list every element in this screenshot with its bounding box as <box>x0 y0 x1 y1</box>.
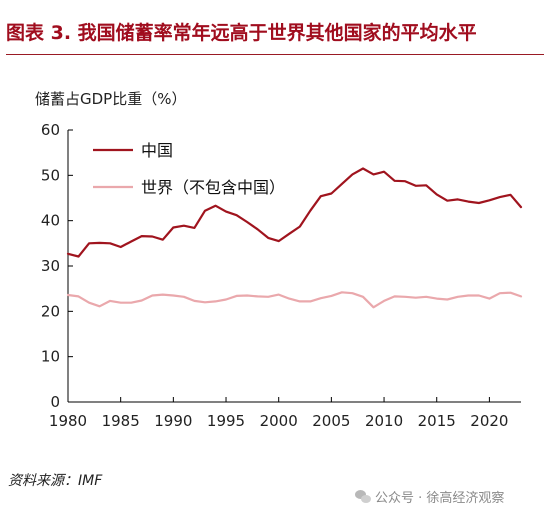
x-tick-label: 2010 <box>365 412 403 430</box>
source-note: 资料来源：IMF <box>8 473 103 489</box>
series-line-china <box>66 167 523 258</box>
legend-label: 世界（不包含中国） <box>141 178 285 197</box>
title-divider <box>6 54 544 55</box>
y-tick-label: 10 <box>41 348 60 366</box>
y-tick-label: 40 <box>41 212 60 230</box>
y-axis-title: 储蓄占GDP比重（%） <box>35 90 187 108</box>
x-tick-label: 2015 <box>418 412 456 430</box>
y-tick-label: 30 <box>41 257 60 275</box>
watermark-text: 公众号 · 徐高经济观察 <box>375 491 505 506</box>
y-tick-label: 60 <box>41 121 60 139</box>
x-tick-label: 1985 <box>102 412 140 430</box>
x-tick-label: 2020 <box>470 412 508 430</box>
series-line-world <box>66 291 523 309</box>
y-tick-label: 20 <box>41 302 60 320</box>
y-tick-label: 0 <box>50 393 60 411</box>
y-tick-label: 50 <box>41 166 60 184</box>
legend-label: 中国 <box>141 141 173 160</box>
wechat-icon <box>355 489 371 504</box>
x-tick-label: 1990 <box>154 412 192 430</box>
x-tick-label: 1995 <box>207 412 245 430</box>
x-tick-label: 1980 <box>49 412 87 430</box>
x-tick-label: 2005 <box>312 412 350 430</box>
watermark: 公众号 · 徐高经济观察 <box>355 487 504 506</box>
figure-title: 图表 3. 我国储蓄率常年远高于世界其他国家的平均水平 <box>6 22 477 44</box>
x-tick-label: 2000 <box>260 412 298 430</box>
